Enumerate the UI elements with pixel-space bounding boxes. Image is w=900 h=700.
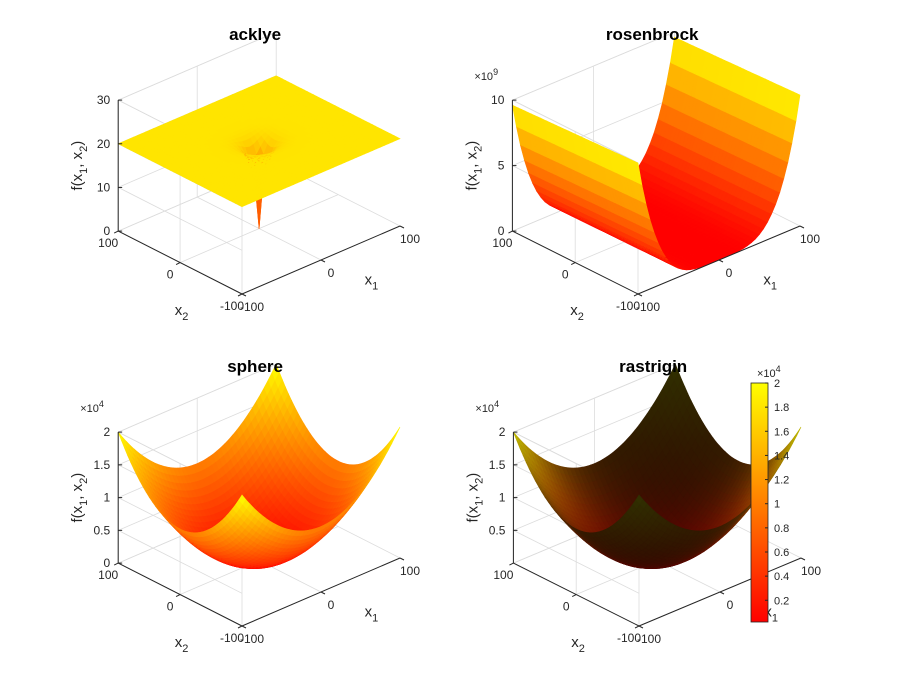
x-tick-mark — [320, 259, 326, 263]
x-tick-label: 100 — [400, 564, 420, 578]
y-tick-label: 0 — [167, 600, 174, 614]
surface-rosenbrock — [511, 36, 801, 271]
x-tick-label: 0 — [328, 598, 335, 612]
z-axis-label: f(x1, x2) — [69, 141, 90, 191]
y-tick-label-mark — [175, 594, 181, 597]
x-tick-label: 100 — [800, 232, 820, 246]
x-tick-mark — [241, 625, 247, 629]
y-tick-label-mark — [508, 230, 513, 234]
surface-acklye — [117, 75, 401, 229]
y-tick-label: 0 — [562, 268, 569, 282]
x-tick-mark — [399, 225, 405, 229]
y-tick-label: -100 — [616, 299, 640, 313]
z-axis-label: f(x1, x2) — [69, 473, 90, 523]
z-tick-label: 0.5 — [94, 523, 111, 537]
z-tick-label: 10 — [97, 180, 111, 194]
chart-title: rosenbrock — [606, 25, 699, 44]
z-axis-label: f(x1, x2) — [463, 141, 484, 191]
x-tick-mark — [399, 557, 405, 561]
x-tick-label: 0 — [726, 266, 733, 280]
x-axis-label: x1 — [365, 271, 379, 292]
z-tick-label: 2 — [104, 425, 111, 439]
x-tick-mark — [241, 293, 247, 297]
y-tick-label-mark — [175, 262, 181, 265]
x-tick-label: 0 — [328, 266, 335, 280]
x-tick-mark — [320, 591, 326, 595]
x-axis-label: x1 — [365, 603, 379, 624]
surface-patch — [392, 426, 401, 441]
x-axis-label: x1 — [763, 271, 777, 292]
z-exponent: ×104 — [80, 399, 104, 415]
z-tick-label: 5 — [498, 159, 505, 173]
z-tick-label: 20 — [97, 137, 111, 151]
y-axis-label: x2 — [175, 634, 189, 655]
z-tick-label: 0 — [104, 224, 111, 238]
chart-title: acklye — [229, 25, 281, 44]
z-tick-label: 1.5 — [94, 458, 111, 472]
surface-sphere — [117, 363, 401, 570]
y-tick-label: 100 — [98, 236, 118, 250]
panel-sphere: -1000100-100010000.511.52×104spherex1x2f… — [69, 357, 420, 655]
z-tick-label: 0 — [498, 224, 505, 238]
y-tick-label: -100 — [220, 631, 244, 645]
z-tick-label: 10 — [491, 93, 505, 107]
y-axis-label: x2 — [570, 302, 584, 323]
y-tick-label-mark — [570, 262, 576, 265]
x-tick-mark — [718, 259, 724, 263]
y-tick-label-mark — [113, 230, 119, 234]
x-tick-mark — [637, 293, 643, 297]
y-tick-label: 100 — [98, 568, 118, 582]
y-tick-label: 100 — [492, 236, 512, 250]
z-tick-label: 1 — [104, 491, 111, 505]
y-tick-label: -100 — [220, 299, 244, 313]
y-tick-label-mark — [237, 293, 243, 297]
y-axis-label: x2 — [175, 302, 189, 323]
y-tick-label-mark — [633, 293, 639, 297]
y-tick-label-mark — [237, 625, 243, 629]
y-tick-label: 0 — [167, 268, 174, 282]
x-tick-mark — [799, 225, 805, 229]
y-tick-label-mark — [113, 562, 119, 566]
panel-rosenbrock: -1000100-10001000510×109rosenbrockx1x2f(… — [463, 25, 820, 323]
z-tick-label: 0 — [104, 556, 111, 570]
z-exponent: ×109 — [474, 67, 498, 83]
z-tick-label: 30 — [97, 93, 111, 107]
chart-title: sphere — [227, 357, 283, 376]
x-tick-label: 100 — [400, 232, 420, 246]
